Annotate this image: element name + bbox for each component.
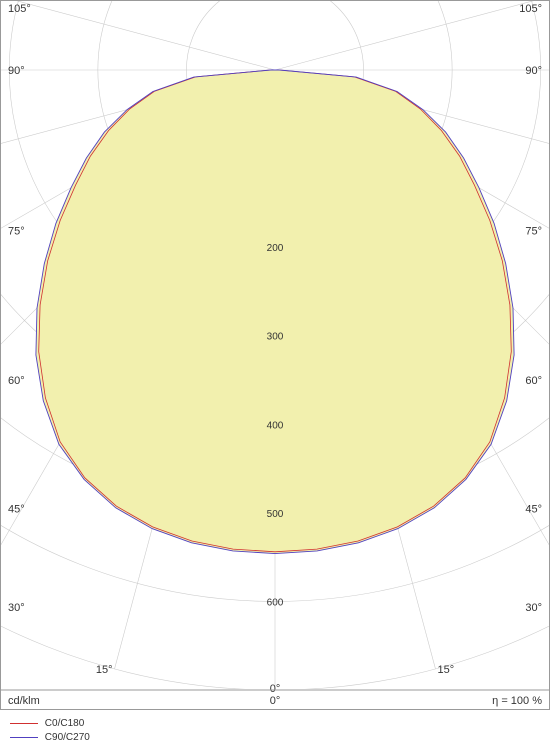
polar-chart: 200 300 400 500 600 105° 105° 90° 90° 75° 75° 60° 60…: [0, 0, 550, 750]
angle-label-left: 75°: [8, 225, 25, 237]
angle-label-left: 15°: [96, 664, 113, 676]
angle-label-left: 30°: [8, 602, 25, 614]
angle-label-left: 90°: [8, 65, 25, 77]
radial-label: 300: [267, 332, 284, 343]
angle-label-left: 45°: [8, 503, 25, 515]
radial-label: 500: [267, 509, 284, 520]
angle-label-right: 15°: [437, 664, 454, 676]
legend-item-c90: C90/C270: [10, 732, 90, 743]
angle-label-left: 60°: [8, 375, 25, 387]
efficiency-label: η = 100 %: [492, 695, 542, 707]
angle-label-right: 30°: [525, 602, 542, 614]
angle-label-right: 90°: [525, 65, 542, 77]
legend-label-c90: C90/C270: [45, 732, 90, 743]
unit-label: cd/klm: [8, 695, 40, 707]
angle-label-right: 60°: [525, 375, 542, 387]
distribution-fill: [36, 70, 514, 554]
legend-swatch-c0: [10, 723, 38, 724]
angle-label-zero2: 0°: [270, 683, 281, 695]
angle-label-left: 105°: [8, 3, 31, 15]
legend-swatch-c90: [10, 737, 38, 738]
radial-label: 600: [267, 597, 284, 608]
radial-label: 200: [267, 243, 284, 254]
legend-item-c0: C0/C180: [10, 718, 84, 729]
angle-label-right: 45°: [525, 503, 542, 515]
angle-label-right: 105°: [519, 3, 542, 15]
radial-label: 400: [267, 420, 284, 431]
legend-label-c0: C0/C180: [45, 718, 84, 729]
angle-label-zero: 0°: [270, 695, 281, 707]
angle-label-right: 75°: [525, 225, 542, 237]
